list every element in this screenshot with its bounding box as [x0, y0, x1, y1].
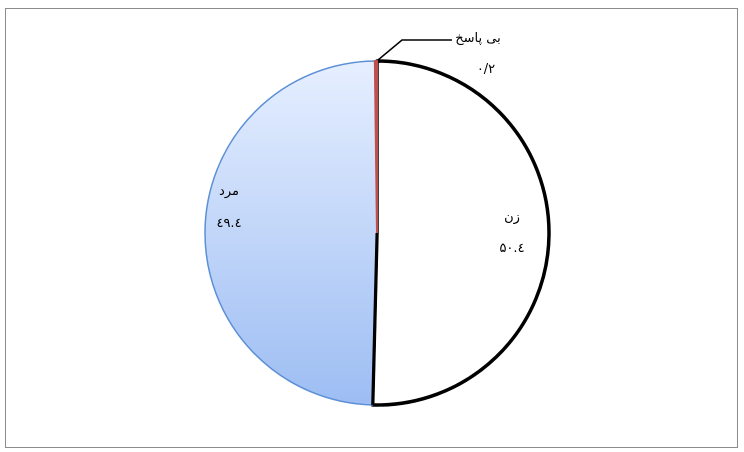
slice-label-male: مرد [219, 184, 239, 199]
pie-slices [204, 59, 551, 407]
slice-value-female: ۵۰.٤ [499, 241, 524, 256]
slice-divider-female [371, 232, 379, 405]
slice-value-male: ٤۹.٤ [216, 216, 241, 231]
pie-labels: زن ۵۰.٤ مرد ٤۹.٤ بی پاسخ ۰/۲ [216, 31, 524, 256]
leader-line-no-answer [377, 39, 452, 61]
slice-value-no-answer: ۰/۲ [477, 62, 495, 77]
slice-female [370, 59, 551, 407]
slice-label-no-answer: بی پاسخ [455, 31, 500, 46]
slice-male [204, 60, 378, 406]
slice-label-female: زن [504, 210, 520, 225]
slice-no-answer [373, 60, 378, 234]
